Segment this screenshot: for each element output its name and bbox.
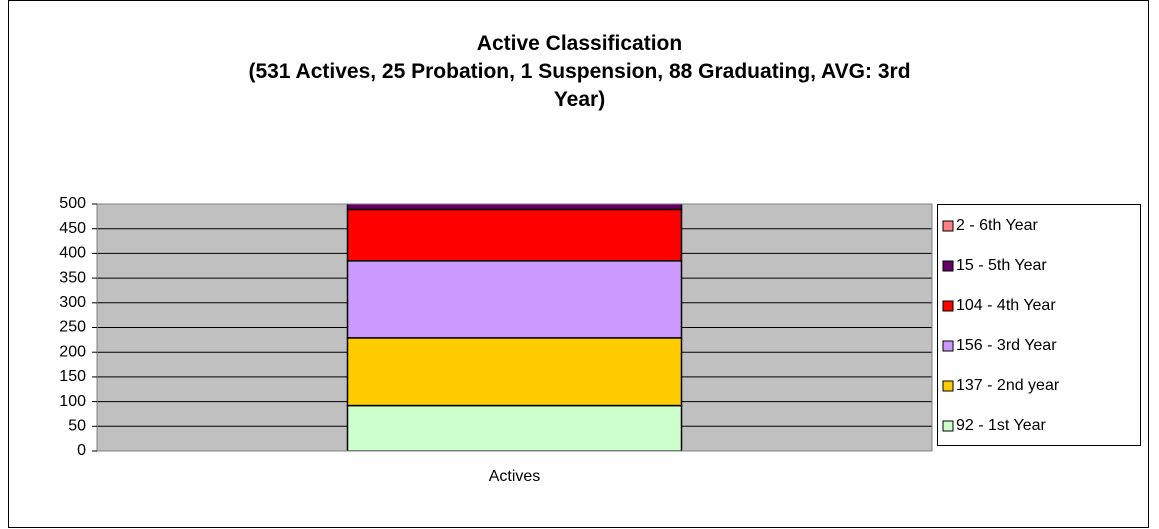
y-tick-label: 350 <box>59 269 86 286</box>
y-tick-label: 400 <box>59 245 86 262</box>
legend-swatch <box>942 420 954 432</box>
y-tick-label: 500 <box>59 195 86 212</box>
y-tick-label: 200 <box>59 343 86 360</box>
bar-segment <box>346 404 683 451</box>
y-tick-label: 250 <box>59 319 86 336</box>
legend-label: 92 - 1st Year <box>956 417 1047 434</box>
title-block: Active Classification (531 Actives, 25 P… <box>0 30 1159 114</box>
y-tick-label: 0 <box>77 442 86 459</box>
chart-title: Active Classification <box>476 32 683 55</box>
legend-swatch <box>942 260 954 272</box>
legend-swatch <box>942 220 954 232</box>
y-tick-label: 450 <box>59 220 86 237</box>
legend-label: 156 - 3rd Year <box>956 337 1057 354</box>
x-tick-label: Actives <box>489 468 541 485</box>
legend <box>937 204 1141 446</box>
y-tick-label: 300 <box>59 294 86 311</box>
legend-label: 15 - 5th Year <box>956 257 1047 274</box>
legend-swatch <box>942 380 954 392</box>
legend-swatch <box>942 340 954 352</box>
legend-label: 137 - 2nd year <box>956 377 1060 394</box>
bars <box>346 204 683 451</box>
bar-segment <box>346 204 683 211</box>
y-tick-label: 50 <box>68 418 86 435</box>
bar-segment <box>346 208 683 262</box>
legend-swatch <box>942 300 954 312</box>
bar-segment <box>346 260 683 339</box>
y-tick-label: 100 <box>59 393 86 410</box>
legend-label: 104 - 4th Year <box>956 297 1056 314</box>
bar-segment <box>346 337 683 407</box>
chart-subtitle: (531 Actives, 25 Probation, 1 Suspension… <box>248 60 911 111</box>
y-tick-label: 150 <box>59 368 86 385</box>
legend-label: 2 - 6th Year <box>956 217 1039 234</box>
